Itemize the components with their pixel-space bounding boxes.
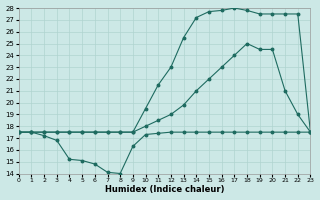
X-axis label: Humidex (Indice chaleur): Humidex (Indice chaleur) (105, 185, 224, 194)
